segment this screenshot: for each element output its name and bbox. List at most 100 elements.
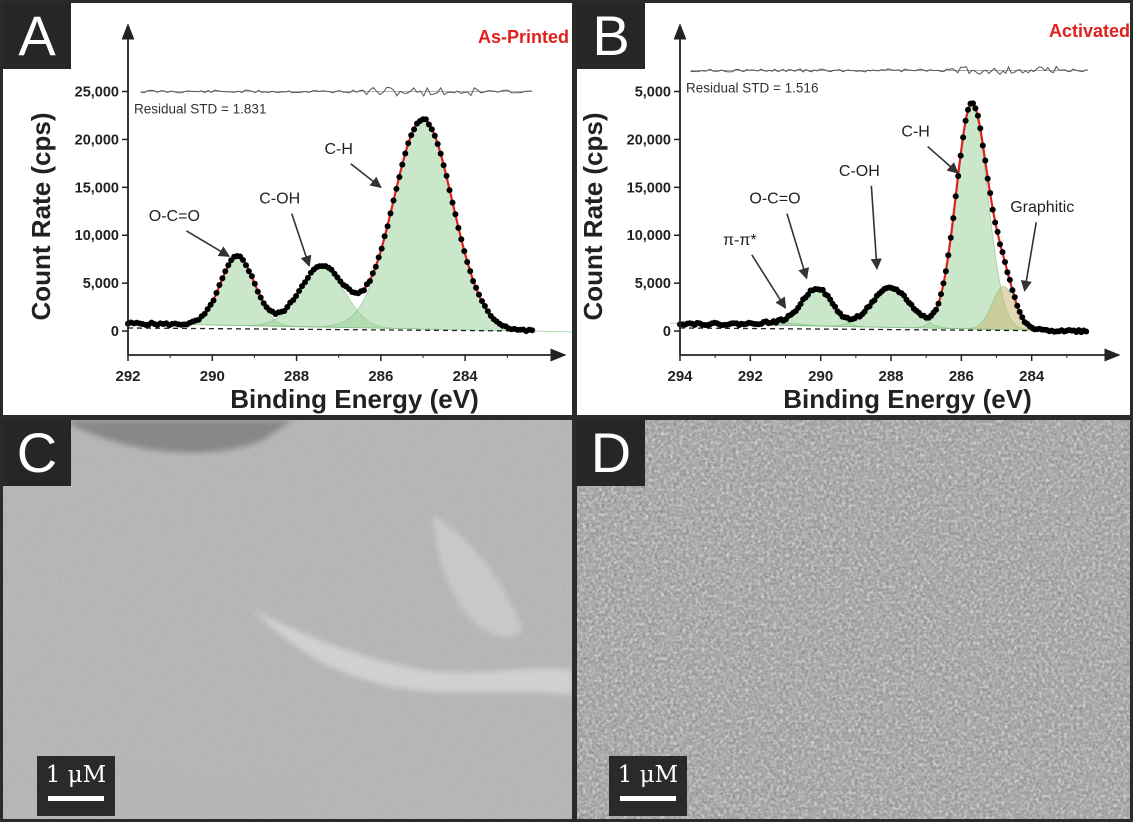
data-point <box>965 106 971 113</box>
baseline-line <box>679 327 1085 332</box>
data-point <box>293 293 300 299</box>
data-point <box>950 215 957 222</box>
peak-arrow <box>786 213 810 280</box>
y-tick-label: 15,000 <box>75 180 119 196</box>
data-point <box>935 300 942 307</box>
data-point <box>1014 302 1021 309</box>
data-point <box>982 157 989 164</box>
data-point <box>1006 276 1013 283</box>
peak-arrow <box>751 254 787 310</box>
data-point <box>970 100 976 107</box>
data-point <box>434 141 441 147</box>
data-point <box>378 245 385 252</box>
data-point <box>411 126 418 133</box>
xps-chart-b: Residual STD = 1.516 294 292 290 288 286 284 0 5… <box>578 21 1130 414</box>
data-point <box>797 301 804 307</box>
y-tick-label: 5,000 <box>635 276 671 292</box>
data-point <box>369 270 376 277</box>
data-point <box>1016 308 1023 315</box>
data-point <box>464 259 471 265</box>
data-point <box>1019 314 1026 321</box>
scale-label-d: 1 μM <box>617 762 679 788</box>
data-point <box>390 197 397 204</box>
data-point <box>210 297 217 304</box>
x-tick-label: 284 <box>453 368 479 385</box>
data-point <box>393 185 400 192</box>
data-point <box>972 105 979 112</box>
data-point <box>437 150 444 157</box>
x-tick-label: 288 <box>284 368 309 385</box>
peak-arrow <box>1020 222 1038 292</box>
data-point <box>484 308 491 315</box>
data-point <box>396 174 403 180</box>
data-point <box>529 327 536 334</box>
peak-label: C-OH <box>259 191 300 208</box>
data-point <box>381 233 388 240</box>
sem-image-as-printed <box>3 420 572 819</box>
data-point <box>204 306 211 313</box>
peak-label: Graphitic <box>1010 199 1074 216</box>
data-point <box>938 291 944 298</box>
panel-c-sem-as-printed: C 1 μM <box>3 420 572 819</box>
data-point <box>974 112 981 119</box>
y-tick-label: 5,000 <box>83 276 119 292</box>
data-point <box>446 187 453 194</box>
x-tick-label: 284 <box>1019 368 1045 385</box>
data-point <box>994 228 1001 235</box>
panel-letter-b: B <box>577 3 645 69</box>
data-point <box>945 252 952 259</box>
data-point <box>225 262 232 269</box>
data-point <box>425 121 432 128</box>
peak-arrow <box>185 230 231 258</box>
data-point <box>1004 269 1011 276</box>
peak-arrow <box>870 185 882 270</box>
data-point <box>284 304 291 310</box>
data-point <box>962 117 969 124</box>
y-tick-label: 5,000 <box>635 85 671 101</box>
y-axis-label: Count Rate (cps) <box>26 113 56 321</box>
data-point <box>470 278 477 284</box>
data-point <box>384 223 391 230</box>
chart-title: Activated <box>1049 21 1130 41</box>
data-point <box>467 268 474 275</box>
data-point <box>372 263 379 270</box>
data-point <box>999 249 1006 256</box>
data-point <box>461 248 468 255</box>
x-axis-label: Binding Energy (eV) <box>783 384 1031 414</box>
data-point <box>452 211 459 218</box>
data-point <box>952 193 959 200</box>
data-point <box>304 274 311 281</box>
x-axis-label: Binding Energy (eV) <box>230 384 478 414</box>
data-point <box>201 310 208 317</box>
x-tick-label: 286 <box>949 368 974 385</box>
panel-b-xps-activated: Residual STD = 1.516 294 292 290 288 286 284 0 5… <box>577 3 1130 415</box>
data-point <box>248 273 255 280</box>
data-point <box>245 268 252 275</box>
data-point <box>955 173 962 179</box>
data-point <box>1011 294 1018 301</box>
data-point <box>1009 287 1016 294</box>
panel-letter-c: C <box>3 420 71 486</box>
panel-letter-a: A <box>3 3 71 69</box>
data-point <box>989 206 996 213</box>
peak-label: C-OH <box>839 163 880 180</box>
peak-label: π-π* <box>723 232 757 249</box>
data-point <box>431 132 438 139</box>
data-point <box>216 282 223 288</box>
data-point <box>947 234 954 241</box>
baseline-line <box>127 327 529 332</box>
peak-arrow <box>350 163 382 189</box>
data-point <box>207 301 214 308</box>
residual-trace <box>690 65 1088 76</box>
data-point <box>428 126 435 133</box>
scale-bar-line-d <box>620 796 676 801</box>
scale-label-c: 1 μM <box>45 762 107 788</box>
data-point <box>1083 328 1090 335</box>
x-tick-label: 294 <box>667 368 693 385</box>
xps-chart-a: Residual STD = 1.831 292 290 288 286 284 0 5,00… <box>26 23 572 414</box>
peak-arrow <box>927 145 959 174</box>
x-tick-label: 292 <box>115 368 140 385</box>
data-point <box>987 190 994 196</box>
data-point <box>387 210 394 217</box>
